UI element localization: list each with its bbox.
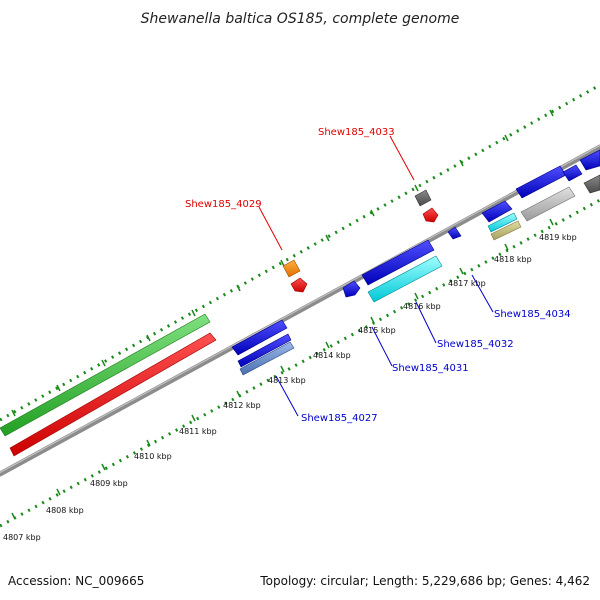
tick-label: 4819 kbp — [539, 233, 577, 242]
gene-feature-blue[interactable] — [579, 149, 600, 171]
gene-labels: Shew185_4029 Shew185_4033 Shew185_4027 S… — [185, 127, 571, 424]
gene-label-shew185-4034[interactable]: Shew185_4034 — [494, 309, 571, 320]
gene-feature-blue-small[interactable] — [447, 226, 462, 240]
gene-feature-blue[interactable] — [562, 164, 583, 182]
gene-feature-red-small[interactable] — [290, 277, 308, 293]
gene-feature-grey[interactable] — [520, 186, 576, 222]
gene-feature-khaki[interactable] — [490, 220, 522, 241]
genome-summary-text: Topology: circular; Length: 5,229,686 bp… — [259, 574, 590, 588]
tick-label: 4808 kbp — [46, 506, 84, 515]
genome-backbone — [0, 144, 600, 477]
map-title: Shewanella baltica OS185, complete genom… — [141, 11, 460, 27]
tick-labels: 4807 kbp 4808 kbp 4809 kbp 4810 kbp 4811… — [3, 233, 577, 542]
tick-label: 4813 kbp — [268, 376, 306, 385]
gene-label-shew185-4031[interactable]: Shew185_4031 — [392, 363, 469, 374]
gene-feature-green[interactable] — [0, 313, 211, 437]
tick-label: 4816 kbp — [403, 302, 441, 311]
gene-feature-blue[interactable] — [231, 319, 288, 356]
gene-feature-blue[interactable] — [481, 200, 513, 223]
gene-feature-dark-grey[interactable] — [583, 174, 600, 194]
gene-feature-cyan[interactable] — [367, 255, 443, 303]
gene-feature-blue-small[interactable] — [342, 280, 361, 298]
tick-label: 4812 kbp — [223, 401, 261, 410]
tick-label: 4815 kbp — [358, 326, 396, 335]
gene-feature-cyan[interactable] — [487, 212, 518, 233]
gene-feature-steelblue[interactable] — [239, 341, 295, 376]
inner-tick-ring — [0, 198, 600, 528]
outer-major-ticks — [11, 109, 554, 417]
gene-feature-dark-grey[interactable] — [414, 189, 432, 207]
gene-feature-blue[interactable] — [237, 333, 292, 368]
tick-label: 4818 kbp — [494, 255, 532, 264]
gene-feature-red[interactable] — [9, 332, 217, 457]
gene-feature-blue[interactable] — [361, 239, 435, 286]
tick-label: 4817 kbp — [448, 279, 486, 288]
callout-lines — [258, 135, 494, 417]
tick-label: 4807 kbp — [3, 533, 41, 542]
gene-label-shew185-4029[interactable]: Shew185_4029 — [185, 199, 262, 210]
accession-text: Accession: NC_009665 — [8, 574, 144, 588]
gene-label-shew185-4027[interactable]: Shew185_4027 — [301, 413, 378, 424]
genome-backbone-highlight — [0, 145, 600, 473]
gene-feature-red-small[interactable] — [422, 207, 439, 223]
tick-label: 4811 kbp — [179, 427, 217, 436]
inner-major-ticks — [11, 218, 554, 520]
gene-label-shew185-4032[interactable]: Shew185_4032 — [437, 339, 514, 350]
tick-label: 4814 kbp — [313, 351, 351, 360]
gene-label-shew185-4033[interactable]: Shew185_4033 — [318, 127, 395, 138]
tick-label: 4810 kbp — [134, 452, 172, 461]
tick-label: 4809 kbp — [90, 479, 128, 488]
outer-tick-ring — [0, 83, 600, 422]
gene-feature-orange[interactable] — [282, 259, 301, 278]
